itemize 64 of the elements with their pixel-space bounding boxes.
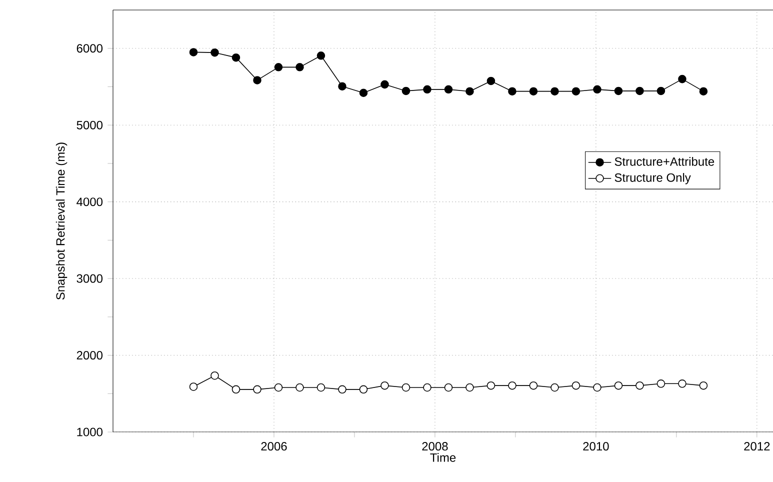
- point: [593, 85, 602, 94]
- point: [296, 383, 304, 392]
- point: [656, 380, 666, 388]
- point: [466, 383, 474, 392]
- point: [210, 48, 219, 57]
- point: [316, 52, 326, 60]
- point: [699, 87, 708, 96]
- point: [529, 87, 538, 96]
- point: [466, 87, 474, 96]
- point: [550, 383, 559, 392]
- point: [593, 383, 602, 392]
- point: [402, 383, 410, 392]
- point: [614, 86, 623, 96]
- point: [508, 381, 516, 390]
- point: [232, 53, 240, 62]
- y-axis-title: Snapshot Retrieval Time (ms): [56, 142, 68, 300]
- point: [423, 383, 432, 392]
- point: [189, 48, 198, 56]
- x-tick-label: 2006: [261, 442, 287, 451]
- y-tick-label: 6000: [76, 44, 103, 53]
- y-tick-label: 3000: [76, 274, 103, 283]
- y-tick-label: 2000: [76, 351, 103, 360]
- x-tick-label: 2008: [422, 442, 448, 451]
- point: [423, 85, 432, 94]
- point: [656, 86, 666, 96]
- point: [699, 381, 708, 390]
- point: [486, 76, 496, 86]
- point: [529, 381, 538, 390]
- x-axis-title: Time: [430, 453, 456, 462]
- point: [636, 381, 644, 390]
- y-tick-label: 4000: [76, 198, 103, 206]
- point: [338, 82, 346, 90]
- point: [402, 86, 410, 96]
- y-tick-label: 1000: [77, 428, 103, 436]
- point: [274, 63, 283, 72]
- point: [572, 381, 580, 390]
- point: [444, 85, 453, 94]
- point: [253, 385, 262, 394]
- point: [444, 383, 453, 392]
- point: [572, 87, 580, 96]
- point: [359, 88, 368, 98]
- point: [253, 76, 262, 84]
- point: [550, 87, 559, 96]
- point: [614, 381, 623, 390]
- point: [316, 383, 326, 392]
- point: [359, 385, 368, 394]
- point: [232, 385, 240, 394]
- point: [380, 80, 389, 89]
- point: [210, 371, 219, 380]
- x-tick-label: 2012: [744, 442, 770, 451]
- point: [636, 86, 644, 96]
- point: [296, 63, 304, 72]
- point: [274, 383, 283, 392]
- point: [678, 74, 686, 84]
- point: [338, 385, 346, 394]
- point: [189, 382, 198, 391]
- point: [508, 87, 516, 96]
- point: [678, 380, 686, 388]
- x-tick-label: 2010: [583, 442, 609, 451]
- legend-label: Structure+Attribute: [614, 157, 714, 166]
- y-tick-label: 5000: [76, 120, 103, 130]
- point: [380, 381, 389, 390]
- point: [486, 381, 496, 390]
- legend-label: Structure Only: [614, 173, 691, 184]
